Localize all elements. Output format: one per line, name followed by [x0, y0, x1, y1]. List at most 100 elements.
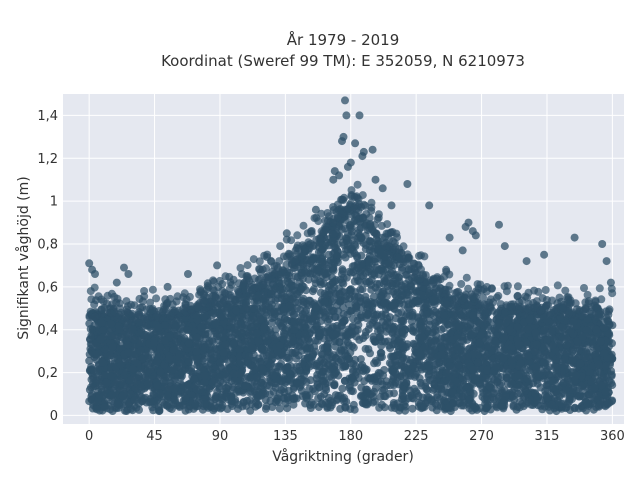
data-point	[382, 260, 390, 268]
data-point	[571, 404, 579, 412]
data-point	[428, 397, 436, 405]
data-point	[309, 350, 317, 358]
data-point	[457, 386, 465, 394]
data-point	[338, 385, 346, 393]
data-point	[298, 360, 306, 368]
data-point	[201, 400, 209, 408]
data-point	[369, 393, 377, 401]
data-point	[608, 371, 616, 379]
data-point	[375, 266, 383, 274]
data-point	[380, 299, 388, 307]
data-point	[533, 340, 541, 348]
data-point	[209, 370, 217, 378]
data-point	[149, 406, 157, 414]
data-point	[307, 376, 315, 384]
data-point	[339, 267, 347, 275]
data-point	[330, 267, 338, 275]
data-point	[338, 278, 346, 286]
data-point	[408, 394, 416, 402]
data-point	[330, 351, 338, 359]
data-point	[165, 400, 173, 408]
data-point	[445, 321, 453, 329]
data-point	[281, 306, 289, 314]
data-point	[401, 407, 409, 415]
data-point	[366, 349, 374, 357]
data-point	[567, 327, 575, 335]
data-point	[483, 366, 491, 374]
data-point	[260, 346, 268, 354]
data-point	[524, 398, 532, 406]
data-point	[342, 254, 350, 262]
data-point	[114, 400, 122, 408]
data-point	[259, 365, 267, 373]
data-point	[337, 346, 345, 354]
data-point	[196, 386, 204, 394]
data-point	[403, 343, 411, 351]
data-point	[262, 302, 270, 310]
data-point	[295, 351, 303, 359]
data-point	[325, 365, 333, 373]
data-point	[328, 274, 336, 282]
data-point	[357, 304, 365, 312]
data-point	[343, 311, 351, 319]
data-point	[420, 403, 428, 411]
data-point	[293, 290, 301, 298]
data-point	[124, 348, 132, 356]
data-point	[329, 297, 337, 305]
data-point	[218, 313, 226, 321]
data-point	[149, 390, 157, 398]
data-point	[219, 333, 227, 341]
data-point	[100, 391, 108, 399]
data-point	[298, 319, 306, 327]
data-point	[327, 257, 335, 265]
data-point	[602, 388, 610, 396]
data-point	[455, 307, 463, 315]
data-point	[477, 331, 485, 339]
data-point	[418, 334, 426, 342]
data-point	[482, 374, 490, 382]
data-point	[385, 325, 393, 333]
data-point	[394, 342, 402, 350]
data-point	[472, 375, 480, 383]
data-point	[418, 364, 426, 372]
data-point	[558, 323, 566, 331]
data-point	[101, 403, 109, 411]
data-point	[307, 257, 315, 265]
data-point	[293, 395, 301, 403]
data-point	[549, 384, 557, 392]
data-point	[228, 355, 236, 363]
data-point	[410, 385, 418, 393]
data-point	[483, 403, 491, 411]
data-point	[242, 381, 250, 389]
data-point	[515, 371, 523, 379]
data-point	[366, 242, 374, 250]
data-point	[362, 328, 370, 336]
data-point	[432, 308, 440, 316]
data-point	[541, 342, 549, 350]
data-point	[596, 370, 604, 378]
data-point	[170, 385, 178, 393]
data-point	[118, 333, 126, 341]
data-point	[306, 363, 314, 371]
data-point	[310, 343, 318, 351]
data-point	[466, 405, 474, 413]
data-point	[302, 393, 310, 401]
data-point	[514, 390, 522, 398]
data-point	[322, 386, 330, 394]
data-point	[437, 384, 445, 392]
data-point	[341, 377, 349, 385]
data-point	[274, 295, 282, 303]
data-point	[363, 388, 371, 396]
data-point	[299, 301, 307, 309]
data-point	[390, 389, 398, 397]
data-point	[376, 280, 384, 288]
data-point	[470, 390, 478, 398]
data-point	[318, 400, 326, 408]
data-point	[321, 299, 329, 307]
data-point	[412, 343, 420, 351]
data-point	[346, 405, 354, 413]
data-point	[330, 381, 338, 389]
data-point	[267, 290, 275, 298]
data-point	[430, 380, 438, 388]
